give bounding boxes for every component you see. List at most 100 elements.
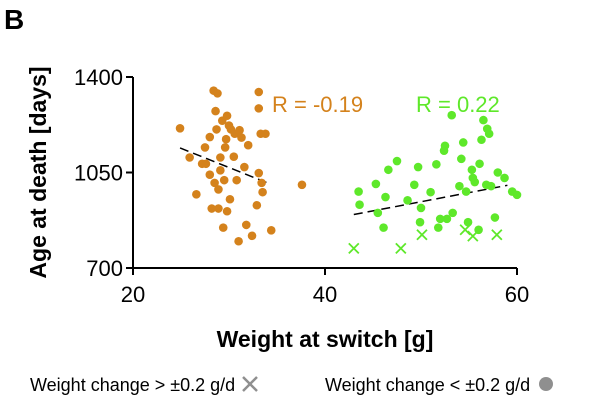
dot-marker-icon <box>539 377 554 391</box>
data-point <box>229 152 239 161</box>
data-point <box>210 178 219 188</box>
data-point <box>379 223 388 232</box>
data-point <box>219 175 229 185</box>
data-point <box>254 168 264 178</box>
scatter-chart: 20 40 60 700 1050 1400 Weight at switch [g] Age… <box>25 65 529 352</box>
data-point <box>440 141 450 151</box>
data-point <box>479 115 488 125</box>
data-point <box>354 187 363 196</box>
data-point <box>247 231 257 241</box>
data-point <box>297 180 307 190</box>
correlation-annotation: R = 0.22 <box>416 92 500 117</box>
y-tick-label: 1050 <box>74 161 123 186</box>
data-point <box>234 236 243 246</box>
data-point <box>500 173 509 183</box>
data-point <box>220 143 230 152</box>
trend-line <box>179 147 268 184</box>
data-point <box>214 185 223 194</box>
data-point <box>192 190 201 199</box>
data-point <box>235 125 244 135</box>
data-point <box>205 170 215 179</box>
data-point <box>237 133 246 142</box>
data-point <box>212 125 221 134</box>
correlation-annotation: R = -0.19 <box>272 92 363 117</box>
data-point <box>426 187 435 197</box>
data-point <box>221 134 231 144</box>
legend-item-dot: Weight change < ±0.2 g/d <box>325 375 557 396</box>
data-point <box>175 123 185 133</box>
data-point <box>448 208 457 218</box>
legend-cross-label: Weight change > ±0.2 g/d <box>30 375 236 395</box>
data-point <box>216 153 225 162</box>
data-point <box>457 154 466 164</box>
data-point <box>486 181 496 191</box>
data-point <box>216 166 225 175</box>
data-point <box>213 89 222 98</box>
data-point <box>470 177 480 187</box>
x-axis-label: Weight at switch [g] <box>217 326 434 352</box>
data-point-cross <box>491 229 503 241</box>
y-tick-label: 1400 <box>74 65 123 90</box>
data-point <box>200 143 210 152</box>
data-point <box>222 111 232 121</box>
data-point-cross <box>348 242 360 254</box>
data-point <box>232 175 241 185</box>
data-point-cross <box>395 242 407 254</box>
data-point <box>207 204 217 213</box>
data-point <box>240 162 249 172</box>
data-point <box>409 180 419 190</box>
data-point <box>484 129 494 139</box>
legend-item-cross: Weight change > ±0.2 g/d <box>30 375 262 396</box>
data-point <box>381 192 390 202</box>
data-point <box>493 168 503 177</box>
data-point <box>432 160 441 169</box>
data-point <box>185 153 194 162</box>
data-point <box>261 129 270 139</box>
data-point <box>512 190 522 200</box>
data-point <box>205 132 215 142</box>
x-tick-label: 20 <box>121 282 145 307</box>
data-point <box>373 208 383 218</box>
data-point <box>447 110 457 120</box>
trend-line <box>353 184 508 216</box>
data-point <box>458 138 468 147</box>
data-point <box>254 87 264 97</box>
data-point <box>467 165 477 175</box>
data-point <box>241 220 251 230</box>
data-point-cross <box>467 230 479 242</box>
data-point <box>384 165 393 175</box>
data-point <box>266 226 276 235</box>
data-point <box>225 194 235 204</box>
data-point <box>258 187 267 197</box>
data-point <box>475 159 484 169</box>
data-point <box>243 140 253 150</box>
data-point <box>355 200 364 209</box>
data-point <box>433 223 443 232</box>
data-point-cross <box>459 224 471 236</box>
data-point <box>415 217 425 227</box>
data-point <box>392 156 402 166</box>
data-point <box>211 106 220 116</box>
data-point <box>403 196 412 205</box>
data-point <box>254 104 264 113</box>
x-tick-label: 60 <box>505 282 529 307</box>
y-axis-label: Age at death [days] <box>25 66 51 278</box>
cross-marker-icon <box>242 376 259 392</box>
data-point <box>463 217 473 227</box>
data-point <box>416 203 426 213</box>
data-point <box>442 214 452 224</box>
data-point <box>371 179 381 189</box>
legend-dot-label: Weight change < ±0.2 g/d <box>325 375 531 395</box>
y-tick-label: 700 <box>86 256 123 281</box>
data-point <box>257 178 266 188</box>
x-tick-label: 40 <box>313 282 337 307</box>
data-point <box>222 206 232 216</box>
data-point-cross <box>416 229 428 241</box>
data-point <box>214 204 223 213</box>
data-point <box>413 162 423 172</box>
panel-label: B <box>4 4 25 35</box>
data-point <box>218 223 228 232</box>
data-point <box>490 213 500 222</box>
data-point <box>252 200 262 210</box>
data-point <box>461 187 471 196</box>
